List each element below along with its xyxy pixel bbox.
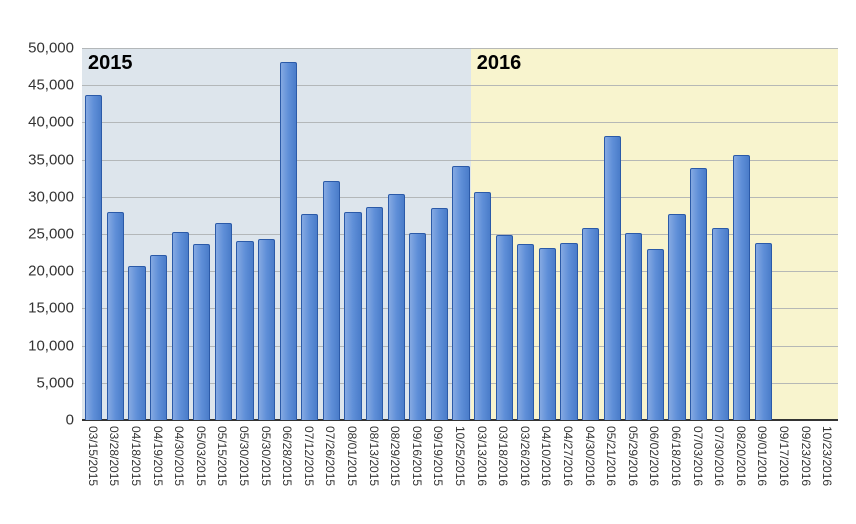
bar [107,212,124,420]
x-axis-tick-label: 07/12/2015 [302,426,316,486]
bar [323,181,340,420]
plot-area: 20152016 05,00010,00015,00020,00025,0003… [82,48,838,420]
bar [539,248,556,420]
x-axis-tick-label: 03/26/2016 [518,426,532,486]
x-axis-tick-label: 03/15/2015 [86,426,100,486]
bar [280,62,297,420]
bar [517,244,534,420]
y-axis-tick-label: 35,000 [28,151,82,168]
x-axis-tick-label: 04/30/2015 [172,426,186,486]
x-axis-tick-label: 08/29/2015 [388,426,402,486]
x-axis-tick-label: 10/25/2015 [453,426,467,486]
bar [193,244,210,420]
bar [344,212,361,420]
x-axis-tick-label: 04/27/2016 [561,426,575,486]
bar [388,194,405,420]
y-axis-tick-label: 30,000 [28,188,82,205]
x-axis-tick-label: 06/18/2016 [669,426,683,486]
bar [150,255,167,420]
bar [452,166,469,420]
bar [647,249,664,420]
bar [733,155,750,420]
y-axis-tick-label: 5,000 [36,374,82,391]
bar [560,243,577,420]
x-axis-tick-label: 09/23/2016 [799,426,813,486]
x-axis-tick-label: 09/17/2016 [777,426,791,486]
x-axis-tick-label: 05/29/2016 [626,426,640,486]
x-axis-tick-label: 09/19/2015 [431,426,445,486]
bar [431,208,448,420]
x-axis-tick-label: 05/15/2015 [215,426,229,486]
y-axis-tick-label: 25,000 [28,226,82,243]
bar [215,223,232,420]
x-axis-tick-label: 04/10/2016 [539,426,553,486]
x-axis-tick-label: 08/13/2015 [367,426,381,486]
bar [496,235,513,420]
x-axis-tick-label: 10/23/2016 [820,426,834,486]
bar [258,239,275,420]
x-axis-tick-label: 07/26/2015 [323,426,337,486]
bar [409,233,426,420]
y-axis-tick-label: 15,000 [28,300,82,317]
bar [625,233,642,420]
bar [712,228,729,420]
x-axis-tick-label: 09/01/2016 [755,426,769,486]
bar [172,232,189,420]
x-axis-tick-label: 05/03/2015 [194,426,208,486]
x-axis-tick-label: 03/18/2016 [496,426,510,486]
bar [301,214,318,420]
bar [236,241,253,420]
bar [85,95,102,420]
x-axis-tick-label: 04/18/2015 [129,426,143,486]
x-axis-tick-label: 05/30/2015 [237,426,251,486]
x-axis-tick-label: 05/21/2016 [604,426,618,486]
x-axis-tick-label: 05/30/2015 [259,426,273,486]
y-axis-tick-label: 0 [66,412,82,429]
bar [128,266,145,420]
y-axis-tick-label: 10,000 [28,337,82,354]
x-axis-tick-label: 04/30/2016 [583,426,597,486]
bar [582,228,599,420]
x-axis-tick-label: 07/03/2016 [691,426,705,486]
x-axis-tick-label: 07/30/2016 [712,426,726,486]
x-axis-tick-label: 03/13/2016 [475,426,489,486]
bar-chart: 20152016 05,00010,00015,00020,00025,0003… [0,0,856,524]
bar [690,168,707,420]
bar [668,214,685,420]
x-axis-tick-label: 09/16/2015 [410,426,424,486]
x-axis-tick-label: 03/28/2015 [107,426,121,486]
x-axis-tick-label: 08/01/2015 [345,426,359,486]
y-axis-tick-label: 45,000 [28,77,82,94]
y-axis-tick-label: 50,000 [28,40,82,57]
bar [474,192,491,420]
x-axis-tick-label: 06/02/2016 [647,426,661,486]
bar [366,207,383,420]
bar [755,243,772,420]
x-axis-tick-label: 08/20/2016 [734,426,748,486]
x-axis-tick-label: 04/19/2015 [151,426,165,486]
bars-layer [82,48,838,420]
bar [604,136,621,420]
y-axis-tick-label: 20,000 [28,263,82,280]
y-axis-tick-label: 40,000 [28,114,82,131]
x-axis-tick-label: 06/28/2015 [280,426,294,486]
